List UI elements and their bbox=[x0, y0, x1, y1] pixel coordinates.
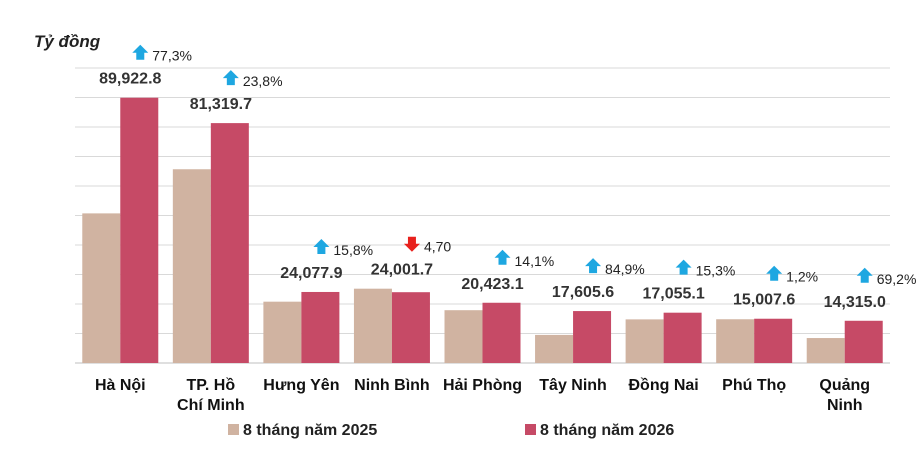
category-label: Đồng Nai bbox=[629, 377, 699, 394]
arrow-up-icon bbox=[132, 44, 149, 60]
change-label: 15,3% bbox=[696, 263, 736, 279]
category-label: Hưng Yên bbox=[263, 377, 339, 394]
bar-2025 bbox=[716, 319, 755, 363]
category-label: Quảng bbox=[819, 377, 870, 394]
bar-2025 bbox=[806, 338, 845, 363]
value-label: 24,001.7 bbox=[371, 262, 433, 279]
arrow-up-icon bbox=[313, 238, 330, 254]
bar-2025 bbox=[535, 334, 574, 363]
legend-swatch-2026 bbox=[525, 424, 536, 435]
bars bbox=[82, 97, 883, 364]
change-label: 84,9% bbox=[605, 261, 645, 277]
change-label: 77,3% bbox=[152, 48, 192, 64]
legend-swatch-2025 bbox=[228, 424, 239, 435]
bar-2026 bbox=[120, 97, 159, 364]
change-label: 4,70 bbox=[424, 239, 451, 255]
arrow-up-icon bbox=[585, 258, 602, 274]
bar-2025 bbox=[444, 310, 483, 363]
change-label: 1,2% bbox=[786, 269, 818, 285]
bar-2025 bbox=[625, 319, 664, 363]
value-label: 17,605.6 bbox=[552, 284, 614, 301]
change-label: 69,2% bbox=[877, 271, 917, 287]
bar-2026 bbox=[754, 318, 793, 363]
change-label: 14,1% bbox=[515, 253, 555, 269]
category-labels: Hà Nội TP. Hồ Chí Minh Hưng Yên Ninh Bình Hải… bbox=[95, 377, 870, 414]
bar-2026 bbox=[482, 302, 521, 363]
category-label: Hải Phòng bbox=[443, 377, 522, 394]
category-label: Chí Minh bbox=[177, 397, 245, 414]
category-label: Phú Thọ bbox=[722, 377, 786, 394]
change-label: 15,8% bbox=[333, 242, 373, 258]
arrow-up-icon bbox=[766, 265, 783, 281]
value-label: 24,077.9 bbox=[280, 265, 342, 282]
legend-label-2025: 8 tháng năm 2025 bbox=[243, 422, 377, 439]
bar-2026 bbox=[391, 292, 430, 363]
bar-2026 bbox=[210, 123, 249, 363]
value-labels: 89,922.8 81,319.7 24,077.9 24,001.7 20,423.1… bbox=[99, 71, 886, 311]
bar-2026 bbox=[663, 312, 702, 363]
bar-2025 bbox=[353, 288, 392, 363]
arrow-up-icon bbox=[675, 259, 692, 275]
bar-2025 bbox=[172, 169, 211, 363]
value-label: 15,007.6 bbox=[733, 292, 795, 309]
legend: 8 tháng năm 2025 8 tháng năm 2026 bbox=[228, 422, 674, 439]
bar-2025 bbox=[82, 213, 121, 363]
arrow-up-icon bbox=[494, 249, 511, 265]
category-label: Ninh Bình bbox=[354, 377, 430, 394]
change-label: 23,8% bbox=[243, 73, 283, 89]
legend-label-2026: 8 tháng năm 2026 bbox=[540, 422, 674, 439]
value-label: 20,423.1 bbox=[461, 276, 523, 293]
value-label: 89,922.8 bbox=[99, 71, 161, 88]
change-annotations: 77,3% 23,8% 15,8% 4,70 14,1% 84,9% 15,3% 1,2% 69… bbox=[132, 44, 917, 287]
bar-2025 bbox=[263, 301, 302, 363]
value-label: 14,315.0 bbox=[824, 294, 886, 311]
category-label: Tây Ninh bbox=[539, 377, 607, 394]
category-label: TP. Hồ bbox=[187, 377, 236, 394]
category-label: Ninh bbox=[827, 397, 863, 414]
category-label: Hà Nội bbox=[95, 377, 146, 394]
arrow-down-icon bbox=[403, 236, 420, 252]
unit-label: Tỷ đồng bbox=[34, 32, 101, 51]
bar-2026 bbox=[844, 320, 883, 363]
arrow-up-icon bbox=[222, 70, 239, 86]
arrow-up-icon bbox=[856, 267, 873, 283]
bar-2026 bbox=[301, 291, 340, 363]
value-label: 81,319.7 bbox=[190, 96, 252, 113]
bar-2026 bbox=[573, 311, 612, 363]
value-label: 17,055.1 bbox=[642, 286, 704, 303]
